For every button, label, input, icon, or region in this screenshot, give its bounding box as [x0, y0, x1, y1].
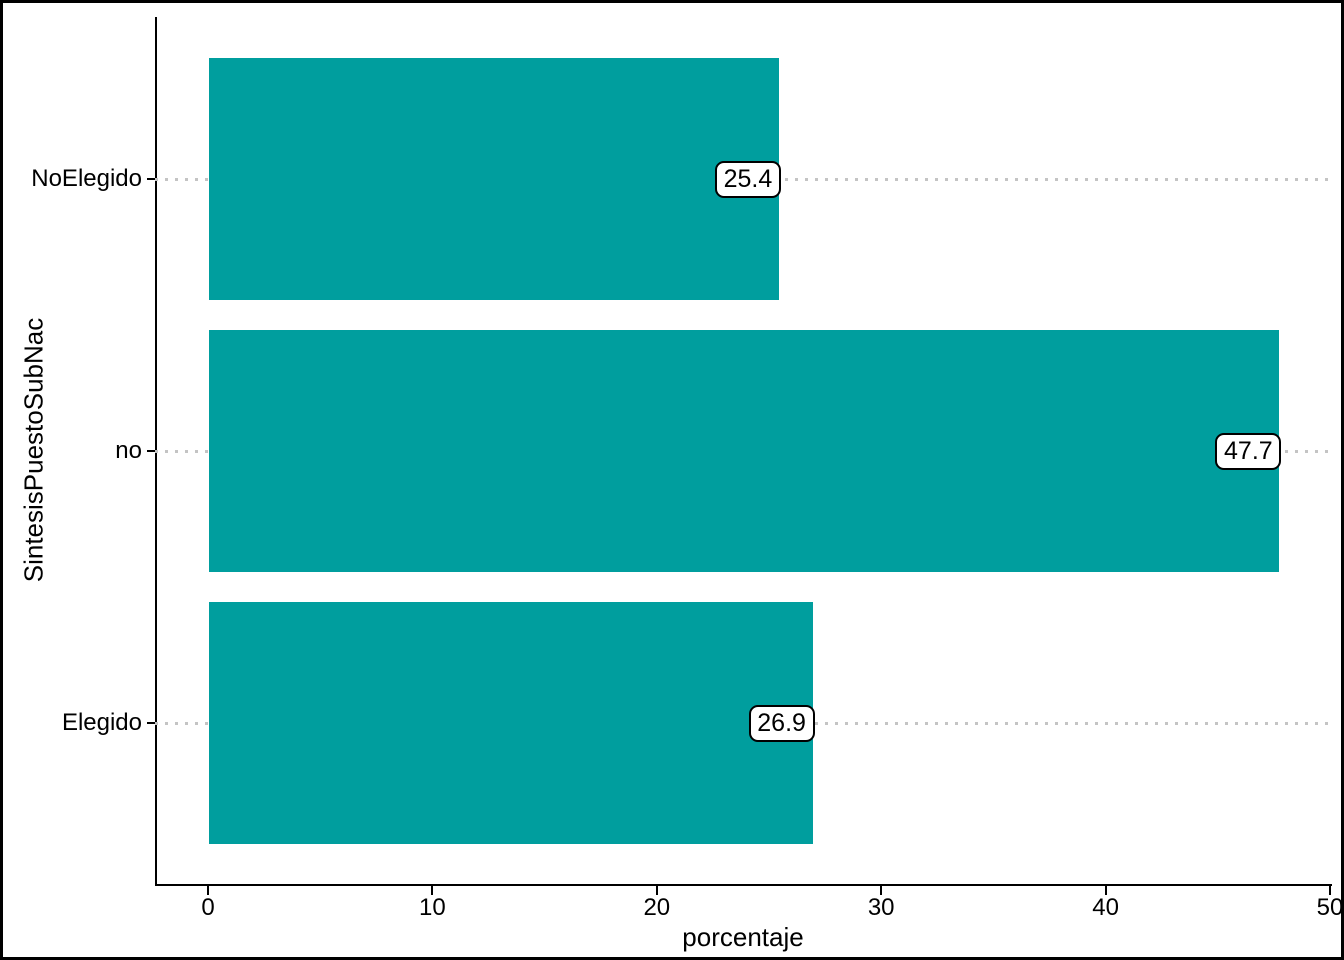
y-tick	[147, 178, 155, 180]
category-label: Elegido	[61, 709, 142, 736]
bar	[209, 58, 779, 300]
x-axis-title: porcentaje	[682, 922, 804, 952]
category-label: no	[115, 437, 142, 464]
x-tick	[655, 886, 658, 895]
x-tick	[1104, 886, 1107, 895]
x-tick-label: 10	[419, 894, 446, 921]
value-label: 26.9	[748, 705, 815, 742]
value-label: 25.4	[714, 161, 781, 198]
x-tick-label: 40	[1092, 894, 1119, 921]
bar	[209, 602, 813, 844]
y-tick	[147, 722, 155, 724]
x-tick-label: 30	[867, 894, 895, 921]
x-tick-label: 0	[201, 894, 215, 921]
x-axis-line	[155, 884, 1332, 886]
x-tick-label: 50	[1316, 894, 1344, 921]
value-label: 47.7	[1215, 433, 1282, 470]
x-tick	[431, 886, 434, 895]
x-tick	[207, 886, 209, 895]
x-tick	[880, 886, 883, 895]
y-tick	[147, 450, 155, 452]
x-tick	[1329, 886, 1331, 895]
bar	[209, 330, 1280, 572]
x-tick-label: 20	[643, 894, 671, 921]
category-label: NoElegido	[31, 165, 142, 192]
